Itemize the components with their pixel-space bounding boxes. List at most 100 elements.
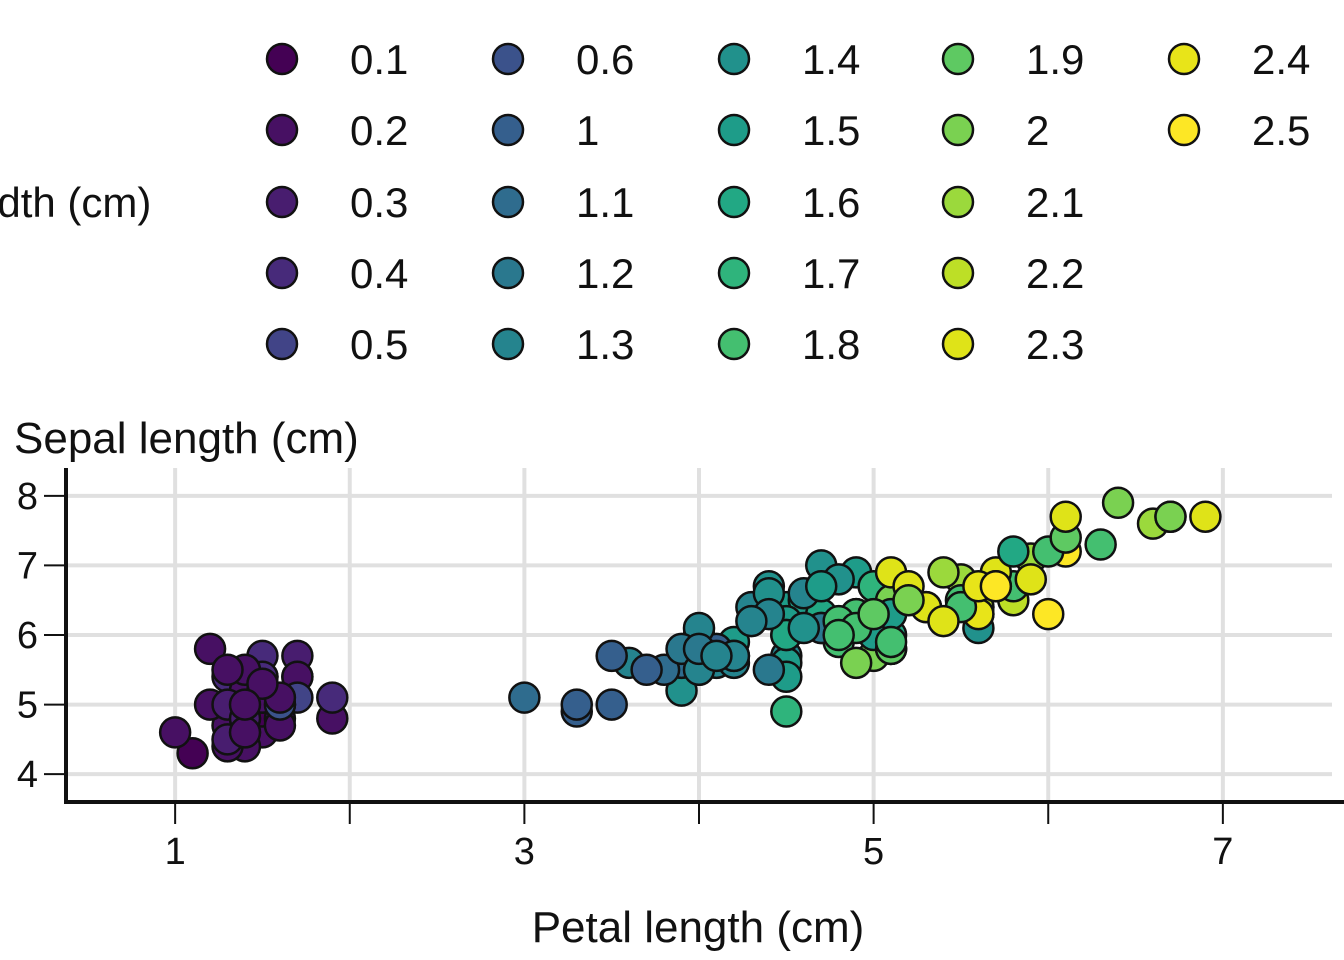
y-tick-label: 4 — [17, 754, 38, 796]
data-point — [979, 570, 1013, 603]
legend-swatch — [717, 42, 751, 76]
data-point — [316, 681, 349, 714]
legend-item: 0.5 — [265, 321, 408, 368]
data-point — [927, 604, 960, 638]
legend-label: 0.1 — [350, 36, 408, 83]
data-point — [1049, 500, 1082, 533]
legend-item: 2.3 — [941, 321, 1084, 368]
data-point — [228, 716, 262, 749]
legend-item: 2 — [941, 107, 1049, 154]
legend-label: 2.5 — [1252, 107, 1310, 154]
data-point — [158, 716, 192, 749]
plot-area: 1 3 5 7 4 5 6 7 8 — [17, 468, 1344, 873]
legend-swatch — [265, 256, 299, 290]
y-tick-label: 5 — [17, 685, 38, 727]
legend-swatch — [941, 113, 975, 147]
legend-item: 0.1 — [265, 36, 408, 83]
data-point — [770, 695, 803, 728]
legend-item: 2.1 — [941, 179, 1084, 226]
x-tick-label: 1 — [165, 831, 186, 873]
legend-swatch — [265, 113, 299, 147]
legend-label: 1.3 — [576, 321, 634, 368]
legend-items: 0.1 0.2 0.3 0.4 0.5 0.6 1 1.1 1.2 1.3 1.4 1.5 1.6 1.7… — [265, 36, 1310, 368]
legend-label: 2.4 — [1252, 36, 1310, 83]
legend-label: 1.8 — [802, 321, 860, 368]
legend-item: 0.2 — [265, 107, 408, 154]
axes: 1 3 5 7 4 5 6 7 8 — [17, 468, 1344, 873]
y-tick-label: 6 — [17, 615, 38, 657]
legend-label: 0.4 — [350, 250, 408, 297]
legend-label: 1.9 — [1026, 36, 1084, 83]
legend-item: 1.5 — [717, 107, 860, 154]
y-tick-label: 8 — [17, 476, 38, 518]
legend-label: 1.2 — [576, 250, 634, 297]
legend-item: 1 — [491, 107, 599, 154]
data-point — [508, 681, 541, 714]
legend-swatch — [491, 327, 525, 361]
data-point — [874, 625, 908, 659]
data-point — [822, 618, 855, 652]
legend-swatch — [491, 256, 525, 290]
data-point — [892, 583, 925, 617]
data-point — [176, 737, 209, 770]
legend-swatch — [717, 113, 751, 147]
data-point — [787, 611, 821, 645]
legend-swatch — [717, 185, 751, 219]
legend-label: 1 — [576, 107, 599, 154]
x-tick-label: 7 — [1212, 831, 1233, 873]
data-points — [158, 486, 1222, 770]
data-point — [228, 688, 262, 721]
x-tick-label: 5 — [863, 831, 884, 873]
data-point — [997, 535, 1030, 568]
legend-item: 0.4 — [265, 250, 408, 297]
data-point — [1154, 500, 1187, 533]
legend-label: 0.2 — [350, 107, 408, 154]
legend-item: 1.2 — [491, 250, 634, 297]
legend-item: 2.5 — [1167, 107, 1310, 154]
legend-swatch — [265, 327, 299, 361]
data-point — [839, 646, 873, 680]
data-point — [246, 667, 279, 700]
legend: idth (cm) 0.1 0.2 0.3 0.4 0.5 0.6 1 1.1 1.2 1.3 1.… — [0, 36, 1310, 368]
data-point — [1084, 528, 1117, 561]
x-axis-title: Petal length (cm) — [532, 903, 865, 952]
data-point — [1101, 486, 1135, 520]
legend-label: 1.5 — [802, 107, 860, 154]
legend-label: 1.6 — [802, 179, 860, 226]
legend-swatch — [1167, 42, 1201, 76]
legend-item: 1.6 — [717, 179, 860, 226]
legend-swatch — [491, 113, 525, 147]
data-point — [193, 632, 227, 666]
legend-swatch — [491, 185, 525, 219]
y-axis-title: Sepal length (cm) — [14, 414, 359, 463]
legend-item: 1.4 — [717, 36, 860, 83]
data-point — [700, 639, 733, 673]
data-point — [630, 653, 663, 687]
legend-label: 0.5 — [350, 321, 408, 368]
legend-item: 0.3 — [265, 179, 408, 226]
data-point — [595, 639, 628, 673]
legend-item: 1.7 — [717, 250, 860, 297]
legend-label: 2.2 — [1026, 250, 1084, 297]
legend-label: 2.1 — [1026, 179, 1084, 226]
legend-title: idth (cm) — [0, 179, 151, 226]
legend-swatch — [941, 327, 975, 361]
legend-label: 0.6 — [576, 36, 634, 83]
data-point — [560, 688, 594, 721]
x-tick-label: 3 — [514, 831, 535, 873]
legend-swatch — [491, 42, 525, 76]
legend-swatch — [1167, 113, 1201, 147]
legend-item: 0.6 — [491, 36, 634, 83]
data-point — [1014, 563, 1048, 596]
legend-label: 0.3 — [350, 179, 408, 226]
legend-swatch — [717, 327, 751, 361]
legend-swatch — [941, 42, 975, 76]
data-point — [1189, 500, 1222, 533]
legend-swatch — [717, 256, 751, 290]
legend-swatch — [941, 185, 975, 219]
data-point — [752, 653, 786, 687]
data-point — [211, 653, 244, 687]
legend-item: 1.8 — [717, 321, 860, 368]
data-point — [595, 688, 628, 721]
